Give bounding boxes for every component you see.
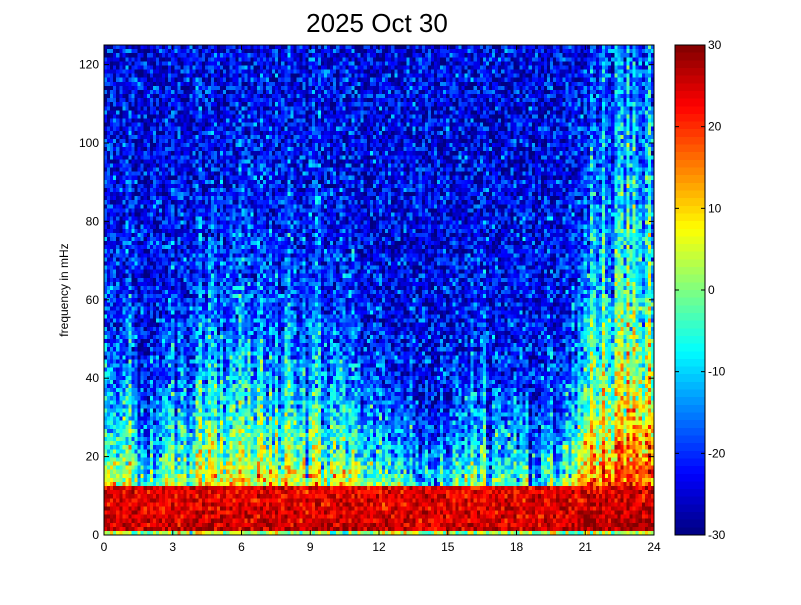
chart-title: 2025 Oct 30: [306, 8, 448, 38]
x-tick-label: 12: [372, 540, 386, 554]
x-tick-label: 9: [307, 540, 314, 554]
x-tick-label: 24: [647, 540, 661, 554]
colorbar: -30 -20 -10 0 10 20 30: [674, 38, 726, 542]
heatmap-cells: [104, 45, 654, 535]
y-tick-label: 20: [86, 450, 100, 464]
y-axis-label: frequency in mHz: [57, 243, 71, 336]
y-tick-label: 0: [92, 528, 99, 542]
colorbar-ticks: -30 -20 -10 0 10 20 30: [675, 38, 726, 542]
colorbar-tick-label: -30: [708, 528, 726, 542]
y-tick-label: 100: [79, 136, 99, 150]
colorbar-tick-label: 0: [708, 283, 715, 297]
heatmap-area: [103, 44, 655, 536]
x-tick-label: 18: [510, 540, 524, 554]
x-tick-label: 6: [238, 540, 245, 554]
y-tick-label: 80: [86, 214, 100, 228]
x-tick-label: 21: [579, 540, 593, 554]
x-tick-label: 15: [441, 540, 455, 554]
colorbar-tick-label: 20: [708, 120, 722, 134]
y-tick-label: 120: [79, 58, 99, 72]
colorbar-tick-label: 30: [708, 38, 722, 52]
colorbar-tick-label: -20: [708, 446, 726, 460]
y-tick-label: 40: [86, 371, 100, 385]
colorbar-tick-label: -10: [708, 365, 726, 379]
y-axis: 0 20 40 60 80 100 120: [79, 58, 654, 542]
x-axis: 0 3 6 9 12 15 18 21 24: [101, 45, 661, 554]
colorbar-tick-label: 10: [708, 201, 722, 215]
x-tick-label: 0: [101, 540, 108, 554]
x-tick-label: 3: [169, 540, 176, 554]
colorbar-gradient: [675, 45, 705, 535]
y-tick-label: 60: [86, 293, 100, 307]
